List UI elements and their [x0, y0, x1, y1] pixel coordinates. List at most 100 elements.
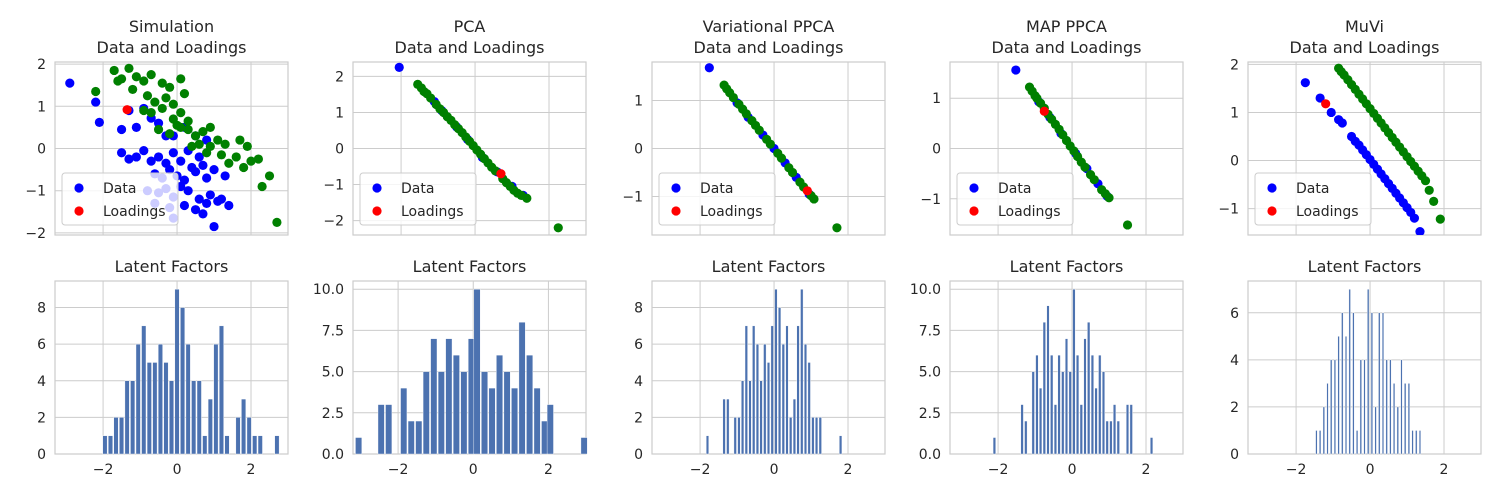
- y-tick-label: 0: [634, 142, 643, 158]
- histogram-bar: [1101, 371, 1105, 455]
- histogram-bar: [1068, 371, 1072, 455]
- data-point: [176, 74, 186, 84]
- data-point: [142, 91, 153, 101]
- y-tick-label: 2: [37, 410, 46, 426]
- data-point: [205, 190, 215, 200]
- y-tick-label: 4: [37, 374, 46, 390]
- subplot-title: Simulation: [129, 17, 214, 36]
- data-point: [235, 135, 245, 145]
- data-point: [116, 124, 127, 135]
- legend-label: Data: [401, 181, 434, 197]
- histogram-bar: [1094, 387, 1098, 455]
- y-tick-label: 1: [932, 91, 941, 107]
- subplot-bottom-3: 0 2 4 6 8 −2 0 2 Latent Factors: [634, 257, 886, 478]
- histogram-bar: [422, 371, 430, 455]
- data-point: [728, 92, 738, 103]
- data-point: [754, 125, 764, 135]
- data-point: [198, 127, 208, 137]
- x-tick-label: 0: [1366, 462, 1375, 478]
- data-point: [209, 221, 219, 232]
- subplot-title: MuVi: [1345, 17, 1384, 36]
- y-tick-label: 0: [634, 447, 643, 463]
- legend-label: Loadings: [103, 204, 166, 220]
- y-tick-label: −2: [323, 214, 344, 230]
- data-point: [220, 171, 230, 181]
- legend-marker: [671, 206, 681, 216]
- data-point: [1300, 78, 1310, 88]
- data-point: [183, 116, 193, 126]
- data-point: [190, 205, 201, 215]
- histogram-bar: [1083, 338, 1087, 455]
- data-point: [787, 167, 798, 178]
- histogram-bar: [807, 362, 811, 455]
- y-tick-label: 7.5: [322, 323, 344, 339]
- data-point: [153, 124, 164, 135]
- histogram-bar: [778, 307, 782, 455]
- y-tick-label: 7.5: [919, 323, 941, 339]
- data-point: [131, 72, 141, 82]
- scatter-points: [394, 62, 563, 233]
- histogram-bar: [196, 380, 202, 455]
- subplot-title: Latent Factors: [1010, 257, 1124, 276]
- data-point: [765, 139, 775, 149]
- histogram-bar: [1381, 312, 1385, 455]
- histogram-bar: [1359, 359, 1362, 455]
- legend: Data Loadings: [61, 172, 179, 226]
- data-point: [194, 139, 204, 149]
- histogram-bar: [1370, 312, 1373, 455]
- x-tick-label: −2: [388, 462, 409, 478]
- histogram-bar: [415, 420, 423, 455]
- legend-box: [61, 172, 179, 226]
- histogram-bar: [541, 420, 549, 455]
- data-point: [257, 181, 267, 192]
- subplot-title: Latent Factors: [712, 257, 826, 276]
- histogram-bar: [452, 354, 460, 455]
- histogram-bar: [580, 437, 588, 455]
- data-point: [809, 194, 819, 204]
- x-tick-label: 2: [544, 462, 553, 478]
- subplot-top-3: −1 0 1 Variational PPCA Data and Loadings Dat…: [622, 17, 886, 236]
- data-point: [165, 82, 175, 92]
- x-tick-label: 2: [1142, 462, 1151, 478]
- loading-point: [1321, 99, 1331, 109]
- histogram-bar: [235, 417, 241, 455]
- histogram-bar: [180, 307, 186, 455]
- y-tick-label: 1: [634, 93, 643, 109]
- histogram-bar: [811, 417, 815, 455]
- data-point: [139, 76, 149, 86]
- legend-label: Data: [998, 181, 1031, 197]
- histogram-bar: [1113, 404, 1117, 455]
- histogram-bar: [748, 380, 752, 455]
- data-point: [224, 158, 234, 168]
- histogram-bar: [1367, 289, 1370, 455]
- data-point: [146, 156, 156, 166]
- y-tick-label: 1: [1230, 105, 1239, 121]
- data-point: [65, 78, 75, 88]
- histogram-bar: [252, 435, 258, 455]
- x-tick-label: 2: [1440, 462, 1449, 478]
- legend-marker: [1267, 206, 1277, 216]
- y-tick-label: 2: [335, 69, 344, 85]
- histogram-bar: [781, 343, 785, 455]
- legend-box: [359, 172, 477, 226]
- y-tick-label: 2: [1230, 57, 1239, 73]
- data-point: [194, 194, 204, 204]
- histogram-bar: [1333, 359, 1336, 455]
- histogram-bar: [785, 325, 789, 455]
- plot-frame: [352, 61, 587, 236]
- histogram-bar: [108, 435, 113, 455]
- legend: Data Loadings: [1254, 172, 1372, 226]
- data-point: [198, 160, 208, 170]
- histogram-bar: [1053, 404, 1057, 455]
- legend-marker: [671, 183, 681, 193]
- histogram-bar: [202, 435, 208, 455]
- data-point: [150, 97, 160, 107]
- histogram-bar: [355, 437, 363, 455]
- histogram-bar: [169, 380, 174, 455]
- subplot-bottom-2: 0.0 2.5 5.0 7.5 10.0 −2 0 2 Latent Factors: [313, 257, 588, 478]
- histogram-bar: [185, 343, 191, 455]
- histogram-bar: [241, 398, 247, 455]
- histogram-bar: [800, 289, 804, 455]
- histogram-bar: [219, 325, 224, 455]
- y-tick-label: −1: [25, 184, 46, 200]
